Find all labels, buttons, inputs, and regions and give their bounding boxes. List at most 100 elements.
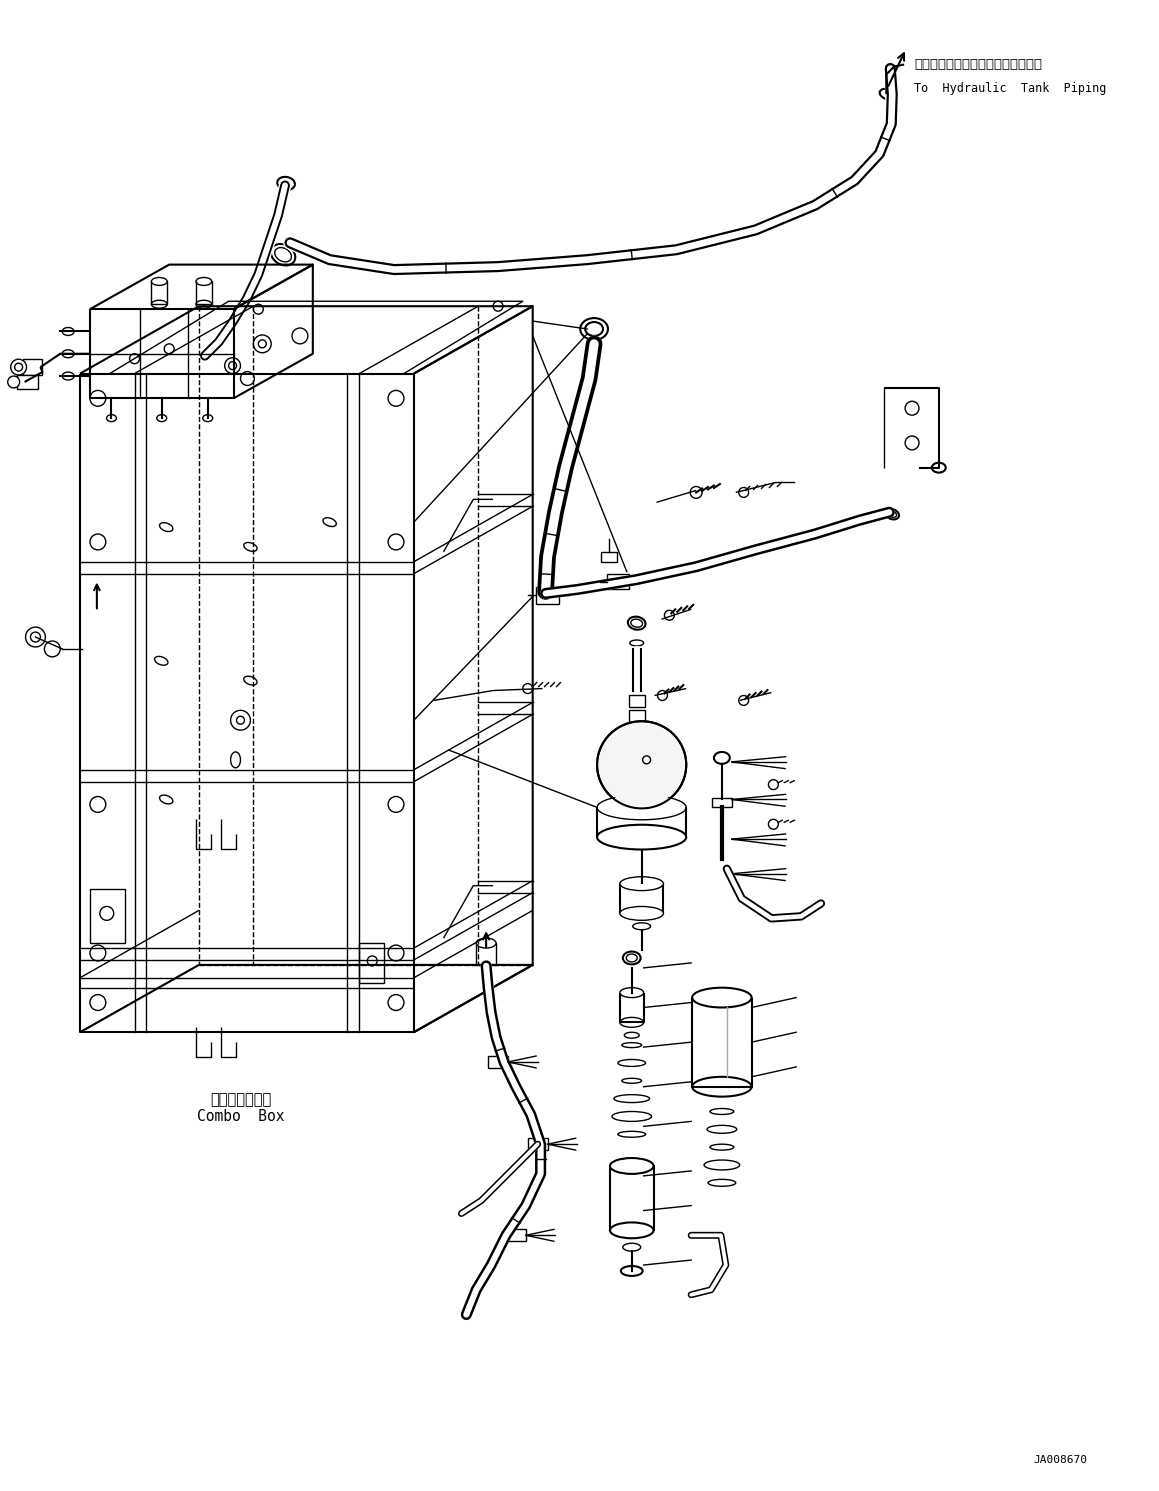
Circle shape <box>388 534 404 550</box>
Circle shape <box>231 710 250 731</box>
Ellipse shape <box>622 1243 641 1251</box>
Ellipse shape <box>932 462 946 473</box>
Ellipse shape <box>633 923 650 930</box>
Ellipse shape <box>885 508 899 519</box>
Ellipse shape <box>63 328 74 335</box>
Ellipse shape <box>581 318 608 340</box>
Circle shape <box>165 344 174 353</box>
Bar <box>506 1230 526 1241</box>
Ellipse shape <box>271 245 296 265</box>
Ellipse shape <box>620 987 643 997</box>
Circle shape <box>388 994 404 1011</box>
Ellipse shape <box>243 677 257 684</box>
Bar <box>16 376 38 389</box>
Ellipse shape <box>629 640 643 646</box>
Circle shape <box>10 359 27 376</box>
Ellipse shape <box>63 350 74 358</box>
Circle shape <box>241 371 254 386</box>
Bar <box>602 552 617 562</box>
Ellipse shape <box>597 722 686 808</box>
Ellipse shape <box>628 617 646 629</box>
Circle shape <box>100 907 114 920</box>
Bar <box>629 740 644 751</box>
Ellipse shape <box>880 89 895 100</box>
Circle shape <box>90 534 105 550</box>
Circle shape <box>292 328 308 344</box>
Bar <box>476 944 496 965</box>
Ellipse shape <box>704 1160 739 1170</box>
Bar <box>527 1138 547 1150</box>
Ellipse shape <box>323 517 336 526</box>
Ellipse shape <box>620 907 663 920</box>
Bar <box>607 574 629 589</box>
Ellipse shape <box>625 1032 639 1038</box>
Ellipse shape <box>277 177 294 189</box>
Ellipse shape <box>622 1078 642 1084</box>
Ellipse shape <box>107 414 116 422</box>
Ellipse shape <box>710 1144 734 1150</box>
Bar <box>620 884 663 914</box>
Circle shape <box>905 435 919 450</box>
Circle shape <box>388 391 404 406</box>
Circle shape <box>8 376 20 388</box>
Bar <box>488 1056 508 1068</box>
Ellipse shape <box>63 373 74 380</box>
Circle shape <box>130 353 139 364</box>
Ellipse shape <box>621 1266 642 1276</box>
Circle shape <box>90 391 105 406</box>
Circle shape <box>493 301 503 312</box>
Ellipse shape <box>618 1132 646 1138</box>
Circle shape <box>254 304 263 315</box>
Text: To  Hydraulic  Tank  Piping: To Hydraulic Tank Piping <box>914 82 1107 95</box>
Ellipse shape <box>152 277 167 285</box>
Circle shape <box>225 358 241 374</box>
Bar <box>610 1166 654 1230</box>
Bar <box>22 359 43 376</box>
Text: ハイドロリックタンクパイピングへ: ハイドロリックタンクパイピングへ <box>914 58 1042 72</box>
Circle shape <box>388 945 404 960</box>
Bar <box>629 725 644 737</box>
Ellipse shape <box>610 1223 654 1239</box>
Circle shape <box>664 610 675 620</box>
Ellipse shape <box>692 1077 751 1097</box>
Bar <box>359 944 384 983</box>
Circle shape <box>768 819 779 829</box>
Bar <box>712 798 731 808</box>
Ellipse shape <box>160 523 173 531</box>
Text: コンボボックス: コンボボックス <box>210 1091 271 1106</box>
Circle shape <box>738 488 749 498</box>
Circle shape <box>388 796 404 813</box>
Circle shape <box>905 401 919 414</box>
Circle shape <box>44 641 60 658</box>
Ellipse shape <box>614 1094 649 1102</box>
Circle shape <box>738 695 749 705</box>
Ellipse shape <box>196 300 212 309</box>
Ellipse shape <box>196 277 212 285</box>
Ellipse shape <box>599 723 684 807</box>
Ellipse shape <box>152 300 167 309</box>
Ellipse shape <box>714 751 730 763</box>
Ellipse shape <box>692 987 751 1008</box>
Ellipse shape <box>243 543 257 552</box>
Bar <box>90 889 125 944</box>
Circle shape <box>367 956 377 966</box>
Bar <box>629 710 644 722</box>
Circle shape <box>691 486 702 498</box>
Circle shape <box>657 690 668 701</box>
Ellipse shape <box>476 938 496 948</box>
Circle shape <box>90 945 105 960</box>
Circle shape <box>768 780 779 790</box>
Circle shape <box>25 628 45 647</box>
Ellipse shape <box>154 656 168 665</box>
Bar <box>629 695 644 707</box>
Text: JA008670: JA008670 <box>1034 1455 1087 1466</box>
Ellipse shape <box>622 951 641 965</box>
Circle shape <box>90 994 105 1011</box>
Ellipse shape <box>620 1017 643 1027</box>
Bar <box>535 586 560 604</box>
Ellipse shape <box>275 248 291 262</box>
Ellipse shape <box>585 322 603 335</box>
Circle shape <box>90 796 105 813</box>
Ellipse shape <box>160 795 173 804</box>
Ellipse shape <box>597 825 686 850</box>
